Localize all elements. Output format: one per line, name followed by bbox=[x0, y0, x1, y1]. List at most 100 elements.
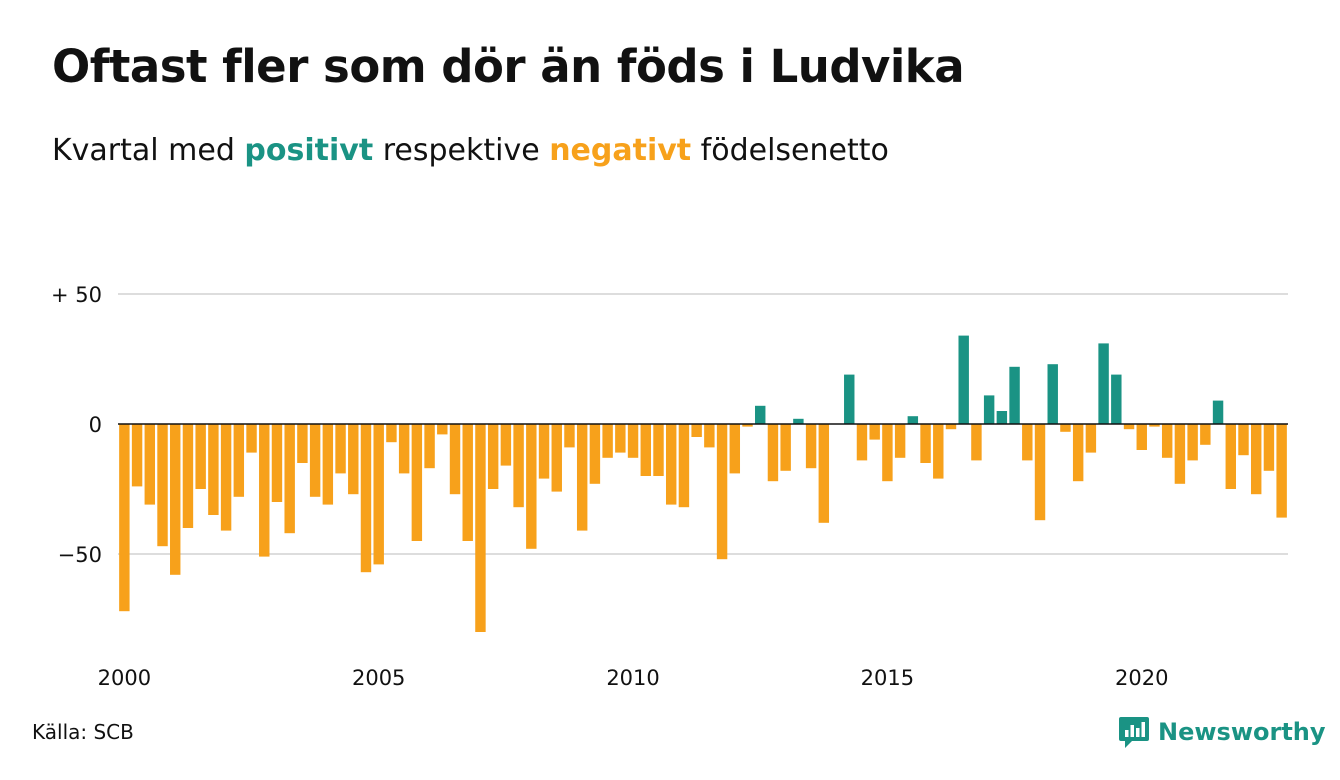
brand-logo: Newsworthy bbox=[1118, 714, 1326, 750]
chart-title: Oftast fler som dör än föds i Ludvika bbox=[52, 40, 965, 93]
bar bbox=[360, 424, 372, 573]
bar bbox=[157, 424, 168, 547]
bar bbox=[259, 424, 270, 557]
subtitle-suffix: födelsenetto bbox=[691, 133, 889, 168]
bar bbox=[945, 424, 957, 430]
bar bbox=[844, 374, 855, 424]
bar bbox=[538, 424, 550, 479]
bar bbox=[869, 424, 880, 440]
bar bbox=[437, 424, 448, 435]
bar bbox=[131, 424, 143, 487]
bar bbox=[220, 424, 232, 531]
bar bbox=[208, 424, 219, 515]
bar bbox=[615, 424, 626, 453]
source-label: Källa: SCB bbox=[32, 720, 134, 744]
bar bbox=[322, 424, 334, 505]
bar bbox=[958, 335, 969, 424]
bar bbox=[271, 424, 283, 502]
bar bbox=[678, 424, 690, 508]
bar bbox=[907, 416, 919, 424]
bar bbox=[564, 424, 575, 448]
bar bbox=[398, 424, 410, 474]
bar bbox=[1009, 366, 1020, 424]
bar bbox=[1072, 424, 1084, 482]
bar bbox=[526, 424, 537, 549]
x-tick-label: 2005 bbox=[352, 666, 405, 690]
bar bbox=[627, 424, 639, 458]
bar bbox=[513, 424, 524, 508]
bar bbox=[971, 424, 982, 461]
bar bbox=[793, 418, 804, 424]
bar bbox=[653, 424, 664, 476]
x-tick-label: 2020 bbox=[1115, 666, 1168, 690]
bar bbox=[348, 424, 359, 495]
bar bbox=[373, 424, 384, 565]
bar bbox=[449, 424, 461, 495]
bar bbox=[920, 424, 931, 463]
bar bbox=[742, 424, 753, 427]
bar bbox=[1161, 424, 1173, 458]
bar bbox=[119, 424, 130, 612]
bar bbox=[1200, 424, 1211, 445]
grid-layer bbox=[118, 293, 1288, 555]
bar bbox=[424, 424, 435, 469]
bar bbox=[233, 424, 245, 497]
bar bbox=[894, 424, 906, 458]
bar bbox=[475, 424, 486, 632]
bar bbox=[1060, 424, 1071, 432]
bar bbox=[1225, 424, 1236, 489]
newsworthy-logo-icon bbox=[1119, 717, 1149, 748]
bar bbox=[729, 424, 741, 474]
bar bbox=[755, 405, 766, 424]
bar bbox=[144, 424, 156, 505]
bar bbox=[335, 424, 346, 474]
bar bbox=[1034, 424, 1046, 521]
bar bbox=[805, 424, 817, 469]
bar bbox=[246, 424, 257, 453]
bar bbox=[500, 424, 512, 466]
bar bbox=[996, 411, 1008, 424]
subtitle-middle: respektive bbox=[373, 133, 550, 168]
bar bbox=[640, 424, 651, 476]
bar bbox=[309, 424, 321, 497]
bar bbox=[1212, 400, 1224, 424]
bar bbox=[1022, 424, 1033, 461]
bar bbox=[1149, 424, 1160, 427]
bar bbox=[551, 424, 562, 492]
bar bbox=[170, 424, 181, 575]
bar bbox=[462, 424, 473, 541]
bar bbox=[1238, 424, 1249, 456]
chart-subtitle: Kvartal med positivt respektive negativt… bbox=[52, 133, 889, 168]
bar bbox=[1111, 374, 1122, 424]
subtitle-prefix: Kvartal med bbox=[52, 133, 245, 168]
bar bbox=[780, 424, 791, 471]
axis-layer: + 50 0 −50 2000 2005 2010 2015 2020 bbox=[51, 283, 1288, 690]
bar bbox=[1174, 424, 1186, 484]
bar bbox=[856, 424, 868, 461]
y-tick-label: + 50 bbox=[51, 283, 102, 307]
bar bbox=[195, 424, 206, 489]
bar bbox=[284, 424, 295, 534]
bar bbox=[818, 424, 830, 523]
bar bbox=[716, 424, 728, 560]
bar bbox=[1187, 424, 1198, 461]
bar bbox=[576, 424, 588, 531]
y-tick-label: 0 bbox=[89, 413, 102, 437]
bar bbox=[665, 424, 677, 505]
bar bbox=[1250, 424, 1262, 495]
x-tick-label: 2010 bbox=[606, 666, 659, 690]
bar bbox=[767, 424, 779, 482]
bar bbox=[983, 395, 995, 424]
x-tick-label: 2015 bbox=[861, 666, 914, 690]
bar bbox=[1276, 424, 1287, 518]
brand-name: Newsworthy bbox=[1158, 718, 1326, 746]
bar bbox=[602, 424, 613, 458]
bar bbox=[487, 424, 499, 489]
bar bbox=[1047, 364, 1058, 424]
subtitle-positive-word: positivt bbox=[244, 133, 374, 168]
bar bbox=[691, 424, 702, 437]
bar bbox=[1098, 343, 1109, 424]
bar bbox=[1085, 424, 1097, 453]
bar-layer bbox=[119, 335, 1287, 632]
bar bbox=[182, 424, 194, 528]
